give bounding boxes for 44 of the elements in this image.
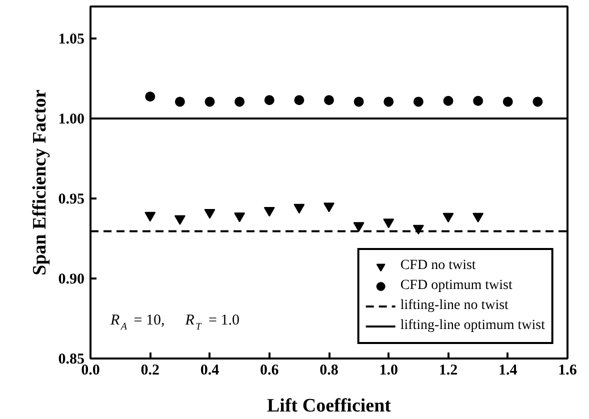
y-tick-label: 0.90 bbox=[58, 272, 84, 288]
x-tick-label: 0.4 bbox=[200, 362, 220, 378]
point bbox=[442, 212, 454, 223]
x-axis-title: Lift Coefficient bbox=[267, 396, 392, 416]
point bbox=[353, 222, 364, 232]
legend-label: lifting-line no twist bbox=[400, 298, 508, 314]
point bbox=[174, 96, 185, 107]
y-tick-label: 1.05 bbox=[58, 32, 84, 48]
x-tick-label: 1.2 bbox=[438, 362, 458, 378]
point bbox=[502, 96, 513, 107]
point bbox=[294, 95, 304, 106]
y-tick-label: 1.00 bbox=[58, 112, 84, 128]
point bbox=[383, 218, 394, 228]
legend-label: CFD no twist bbox=[400, 258, 476, 274]
point bbox=[204, 209, 216, 219]
point bbox=[264, 206, 275, 217]
point bbox=[234, 96, 245, 107]
point bbox=[294, 204, 305, 214]
legend-label: CFD optimum twist bbox=[400, 278, 512, 294]
x-tick-label: 1.0 bbox=[379, 362, 398, 378]
x-tick-label: 0.0 bbox=[81, 362, 100, 378]
point bbox=[144, 212, 156, 222]
x-tick-label: 0.8 bbox=[320, 362, 338, 378]
x-tick-label: 0.6 bbox=[260, 362, 280, 378]
point bbox=[264, 95, 274, 106]
point bbox=[472, 212, 484, 223]
point bbox=[532, 96, 543, 107]
point bbox=[443, 96, 454, 106]
point bbox=[234, 212, 246, 222]
point bbox=[413, 96, 424, 107]
x-tick-label: 1.6 bbox=[558, 362, 578, 378]
point bbox=[473, 96, 484, 106]
point bbox=[384, 96, 394, 107]
point bbox=[324, 95, 334, 106]
point bbox=[204, 96, 215, 107]
legend-label: lifting-line optimum twist bbox=[400, 318, 545, 334]
point bbox=[145, 92, 156, 102]
x-tick-label: 0.2 bbox=[140, 362, 160, 378]
y-axis-title: Span Efficiency Factor bbox=[29, 89, 50, 276]
point bbox=[174, 215, 186, 225]
point bbox=[354, 96, 364, 107]
y-tick-label: 0.95 bbox=[58, 192, 84, 208]
point bbox=[324, 202, 334, 212]
x-tick-label: 1.4 bbox=[498, 362, 518, 378]
